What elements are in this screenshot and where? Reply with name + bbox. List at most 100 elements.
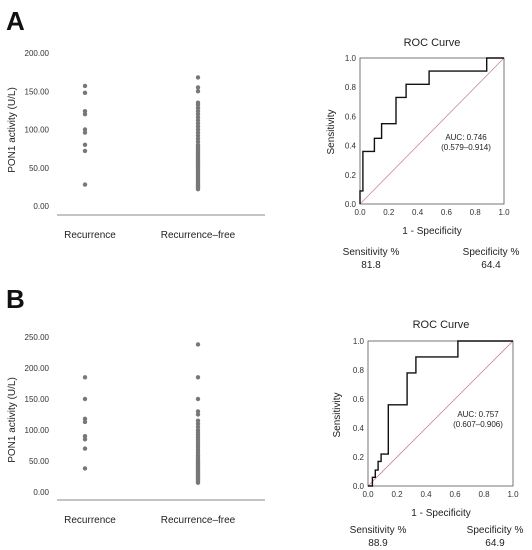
scatter-b-point (82, 434, 88, 439)
roc-b-x-tick-label: 0.4 (420, 490, 432, 499)
roc-curve-b: ROC Curve 1 - Specificity Sensitivity AU… (332, 319, 519, 519)
roc-a-y-tick-label: 0.4 (345, 142, 357, 151)
roc-a-reference-line (359, 57, 505, 205)
roc-b-y-tick-label: 0.2 (353, 453, 365, 462)
scatter-a-y-tick-label: 0.00 (33, 202, 49, 211)
scatter-a-point (195, 105, 201, 111)
scatter-b-point (195, 424, 201, 430)
roc-a-y-tick-label: 1.0 (345, 54, 357, 63)
scatter-b-y-tick-label: 0.00 (33, 488, 49, 497)
scatter-a-y-tick-label: 150.00 (25, 87, 50, 96)
roc-b-curve (368, 340, 513, 487)
roc-b-x-tick-label: 0.2 (391, 490, 403, 499)
scatter-a-point (195, 85, 201, 90)
scatter-b-point (82, 416, 88, 422)
scatter-a-point (82, 142, 88, 147)
roc-a-x-tick-label: 0.0 (354, 208, 366, 217)
scatter-b-point (82, 446, 88, 451)
scatter-a-y-tick-label: 200.00 (25, 49, 50, 58)
roc-b-x-tick-label: 0.6 (449, 490, 461, 499)
roc-b-x-tick-label: 1.0 (507, 490, 519, 499)
roc-b-x-tick-label: 0.0 (362, 490, 374, 499)
scatter-plot-a: PON1 activity (U/L) Recurrence Recurrenc… (7, 49, 265, 241)
scatter-b-point (195, 421, 201, 426)
stat-b-specificity-value: 64.9 (485, 538, 505, 549)
roc-b-y-tick-label: 0.8 (353, 366, 365, 375)
scatter-a-point (195, 136, 201, 141)
roc-a-y-tick-label: 0.6 (345, 112, 357, 121)
panel-label-b: B (6, 284, 25, 314)
stat-a-sensitivity-label: Sensitivity % (343, 247, 400, 258)
roc-a-plot-frame (359, 57, 505, 205)
roc-b-y-tick-label: 0.0 (353, 482, 365, 491)
scatter-a-point (195, 133, 201, 138)
scatter-a-point (195, 115, 201, 120)
roc-a-curve (359, 57, 504, 204)
scatter-a-ylabel: PON1 activity (U/L) (7, 87, 18, 173)
scatter-b-ylabel: PON1 activity (U/L) (7, 377, 18, 463)
scatter-a-point (82, 130, 88, 135)
scatter-a-point (195, 100, 201, 105)
scatter-b-point (195, 375, 201, 380)
roc-b-ylabel: Sensitivity (332, 392, 343, 437)
scatter-b-point (195, 418, 201, 423)
scatter-a-point (195, 75, 201, 80)
stat-b-sensitivity-label: Sensitivity % (350, 525, 407, 536)
scatter-a-point (195, 130, 201, 135)
scatter-b-category-recurrence: Recurrence (64, 515, 116, 526)
scatter-b-y-tick-label: 200.00 (25, 364, 50, 373)
stat-a-specificity-label: Specificity % (463, 247, 520, 258)
scatter-b-y-tick-label: 50.00 (29, 457, 50, 466)
roc-b-x-tick-label: 0.8 (478, 490, 490, 499)
roc-b-plot-frame (367, 340, 514, 487)
scatter-b-y-tick-label: 150.00 (25, 395, 50, 404)
scatter-b-point (82, 466, 88, 471)
roc-a-y-tick-label: 0.0 (345, 200, 357, 209)
roc-a-x-tick-label: 0.6 (441, 208, 453, 217)
scatter-a-point (82, 148, 88, 154)
scatter-b-point (82, 375, 88, 380)
scatter-a-point (195, 124, 201, 129)
roc-a-auc: AUC: 0.746 (445, 133, 487, 142)
scatter-a-category-recurrence: Recurrence (64, 230, 116, 241)
scatter-b-point (195, 342, 201, 347)
roc-a-y-tick-label: 0.2 (345, 171, 357, 180)
roc-a-ci: (0.579–0.914) (441, 143, 491, 152)
scatter-a-category-recurrence-free: Recurrence–free (161, 230, 236, 241)
scatter-b-point (82, 437, 88, 442)
scatter-a-point (82, 112, 88, 117)
scatter-a-point (82, 108, 88, 114)
scatter-plot-b: PON1 activity (U/L) Recurrence Recurrenc… (7, 333, 265, 526)
scatter-a-point (195, 142, 201, 147)
stat-b-sensitivity-value: 88.9 (368, 538, 388, 549)
roc-b-y-tick-label: 1.0 (353, 337, 365, 346)
roc-b-auc: AUC: 0.757 (457, 410, 499, 419)
roc-a-x-tick-label: 0.4 (412, 208, 424, 217)
roc-a-x-tick-label: 0.8 (470, 208, 482, 217)
scatter-a-point (195, 112, 201, 117)
scatter-b-point (82, 419, 88, 425)
scatter-a-point (195, 127, 201, 132)
scatter-a-y-tick-label: 100.00 (25, 126, 50, 135)
scatter-a-point (195, 108, 201, 114)
roc-curve-a: ROC Curve 1 - Specificity Sensitivity AU… (326, 37, 510, 237)
scatter-b-point (195, 412, 201, 417)
roc-b-y-tick-label: 0.4 (353, 424, 365, 433)
scatter-b-point (82, 396, 88, 402)
roc-b-ci: (0.607–0.906) (453, 420, 503, 429)
scatter-a-point (82, 182, 88, 187)
roc-b-xlabel: 1 - Specificity (411, 508, 470, 519)
roc-b-reference-line (367, 340, 514, 487)
roc-b-y-tick-label: 0.6 (353, 395, 365, 404)
scatter-a-point (82, 90, 88, 95)
stat-a-specificity-value: 64.4 (481, 260, 501, 271)
scatter-b-point (195, 409, 201, 414)
scatter-a-point (195, 139, 201, 144)
stat-a-sensitivity-value: 81.8 (361, 260, 381, 271)
roc-a-x-tick-label: 0.2 (383, 208, 395, 217)
scatter-a-y-tick-label: 50.00 (29, 164, 50, 173)
panel-label-a: A (6, 6, 25, 36)
scatter-b-y-tick-label: 100.00 (25, 426, 50, 435)
scatter-b-point (195, 396, 201, 402)
